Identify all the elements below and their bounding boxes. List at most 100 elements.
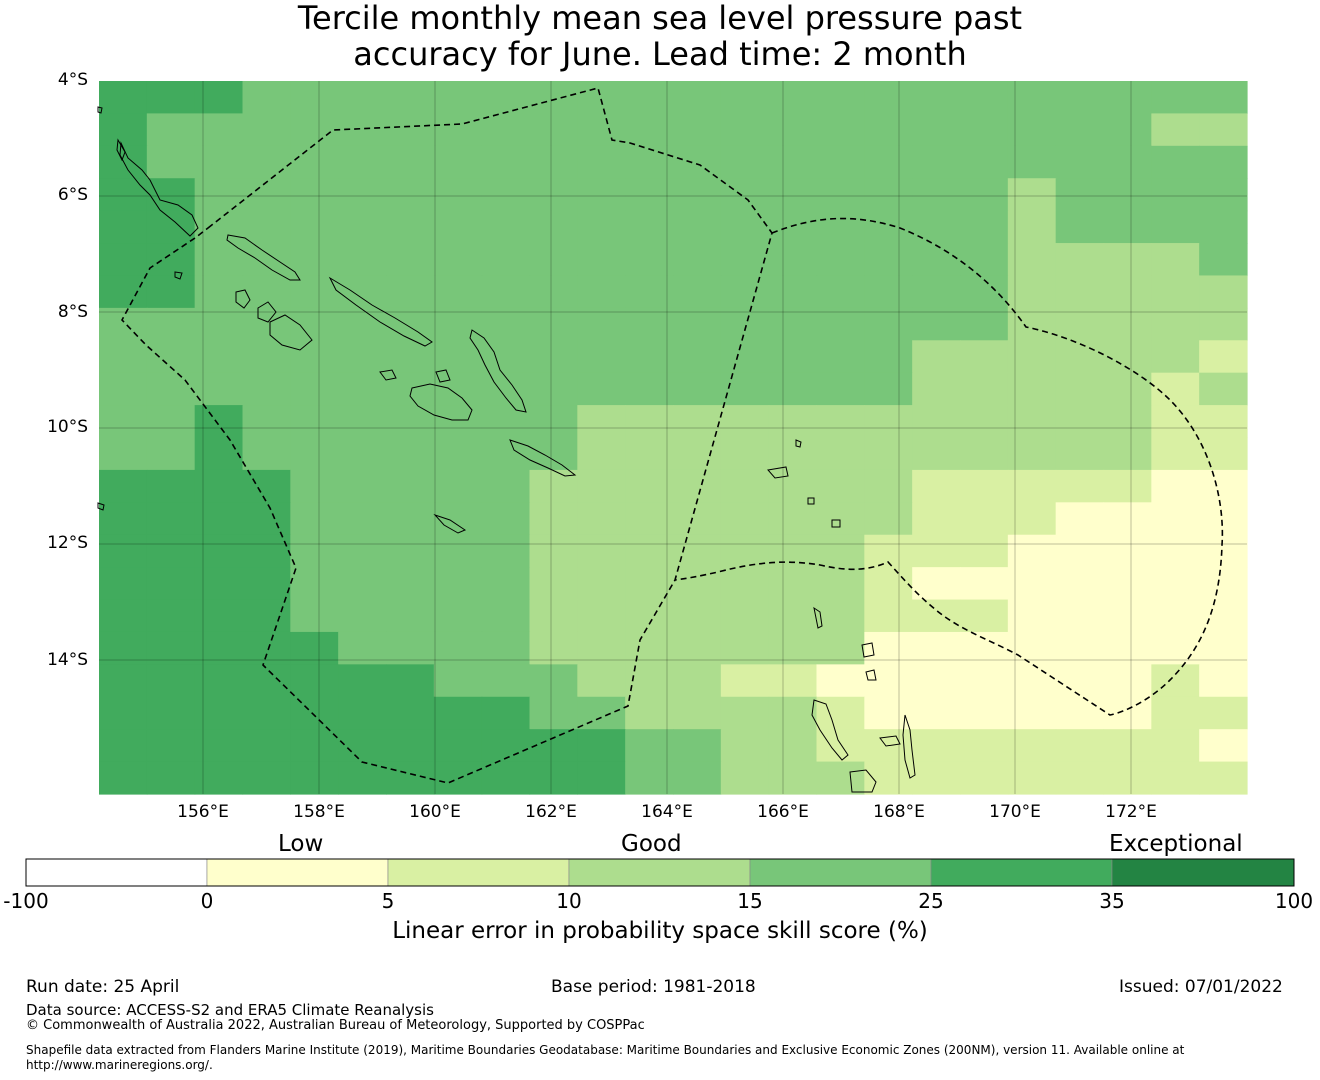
- grid-cell: [625, 178, 674, 212]
- grid-cell: [816, 307, 865, 341]
- grid-cell: [1055, 340, 1105, 374]
- grid-cell: [720, 761, 770, 795]
- grid-cell: [386, 275, 435, 309]
- grid-cell: [529, 534, 578, 568]
- colorbar-outline: [25, 858, 1295, 887]
- grid-cell: [673, 599, 722, 633]
- grid-cell: [1103, 469, 1152, 503]
- grid-cell: [1151, 243, 1200, 277]
- grid-cell: [960, 113, 1009, 147]
- grid-cell: [290, 761, 339, 795]
- grid-cell: [912, 534, 961, 568]
- grid-cell: [242, 469, 291, 503]
- grid-cell: [720, 502, 770, 536]
- grid-cell: [1007, 469, 1057, 503]
- grid-cell: [1199, 469, 1248, 503]
- grid-cell: [1199, 437, 1248, 471]
- grid-cell: [194, 696, 244, 730]
- grid-cell: [577, 502, 626, 536]
- grid-cell: [338, 307, 387, 341]
- grid-cell: [1103, 534, 1152, 568]
- grid-cell: [146, 405, 196, 439]
- lat-label-14s: 14°S: [47, 650, 88, 670]
- grid-cell: [673, 178, 722, 212]
- grid-cell: [768, 113, 818, 147]
- colorbar-segment: [206, 858, 389, 887]
- grid-cell: [338, 729, 387, 763]
- grid-cell: [673, 372, 722, 406]
- grid-cell: [625, 405, 674, 439]
- grid-cell: [1103, 631, 1152, 665]
- grid-cell: [1103, 81, 1152, 115]
- coastline-islet-1: [97, 106, 103, 114]
- grid-cell: [673, 340, 722, 374]
- grid-cell: [481, 567, 531, 601]
- grid-cell: [1151, 307, 1200, 341]
- colorbar-segments: [25, 858, 1295, 887]
- lon-label-170e: 170°E: [989, 802, 1041, 822]
- grid-cell: [577, 81, 626, 115]
- grid-cell: [1007, 761, 1057, 795]
- grid-cell: [529, 81, 578, 115]
- grid-cell: [816, 210, 865, 244]
- grid-cell: [290, 469, 339, 503]
- grid-cell: [194, 210, 244, 244]
- grid-cell: [529, 307, 578, 341]
- grid-cell: [99, 340, 148, 374]
- grid-cell: [768, 145, 818, 179]
- grid-cell: [1055, 243, 1105, 277]
- grid-cell: [720, 729, 770, 763]
- grid-cell: [1055, 631, 1105, 665]
- grid-cell: [1151, 534, 1200, 568]
- grid-cell: [1007, 145, 1057, 179]
- grid-cell: [1055, 437, 1105, 471]
- issued-date: Issued: 07/01/2022: [1119, 977, 1283, 997]
- grid-cell: [577, 437, 626, 471]
- grid-cell: [1103, 210, 1152, 244]
- grid-cell: [912, 631, 961, 665]
- cb-tick-5: 25: [918, 889, 944, 913]
- grid-cell: [529, 437, 578, 471]
- coastline-utupua: [807, 497, 815, 505]
- skill-map: [97, 81, 1248, 795]
- shapefile-credit: Shapefile data extracted from Flanders M…: [26, 1043, 1185, 1057]
- grid-cell: [338, 243, 387, 277]
- grid-cell: [1103, 405, 1152, 439]
- grid-cell: [1199, 405, 1248, 439]
- grid-cell: [673, 405, 722, 439]
- grid-cell: [146, 761, 196, 795]
- grid-cell: [194, 729, 244, 763]
- coastline-islet-4: [795, 439, 802, 448]
- grid-cell: [577, 113, 626, 147]
- grid-cell: [481, 761, 531, 795]
- grid-cell: [960, 567, 1009, 601]
- grid-cell: [864, 502, 913, 536]
- grid-cell: [1007, 599, 1057, 633]
- cb-tick-3: 10: [556, 889, 582, 913]
- grid-cell: [242, 113, 291, 147]
- grid-cell: [720, 534, 770, 568]
- grid-cell: [960, 469, 1009, 503]
- shapefile-url: http://www.marineregions.org/.: [26, 1058, 213, 1072]
- grid-cell: [194, 275, 244, 309]
- grid-cell: [433, 599, 483, 633]
- grid-cell: [290, 372, 339, 406]
- grid-cell: [290, 178, 339, 212]
- grid-cell: [577, 372, 626, 406]
- grid-cell: [1199, 502, 1248, 536]
- grid-cell: [720, 696, 770, 730]
- grid-cell: [194, 307, 244, 341]
- grid-cell: [338, 178, 387, 212]
- grid-cell: [146, 275, 196, 309]
- grid-cell: [481, 437, 531, 471]
- grid-cell: [625, 145, 674, 179]
- category-low: Low: [278, 831, 324, 857]
- grid-cell: [768, 340, 818, 374]
- grid-cell: [1007, 340, 1057, 374]
- grid-cell: [194, 405, 244, 439]
- grid-cell: [720, 178, 770, 212]
- grid-cell: [386, 113, 435, 147]
- coastline-islet-3: [174, 271, 183, 280]
- grid-cell: [1007, 567, 1057, 601]
- grid-cell: [290, 81, 339, 115]
